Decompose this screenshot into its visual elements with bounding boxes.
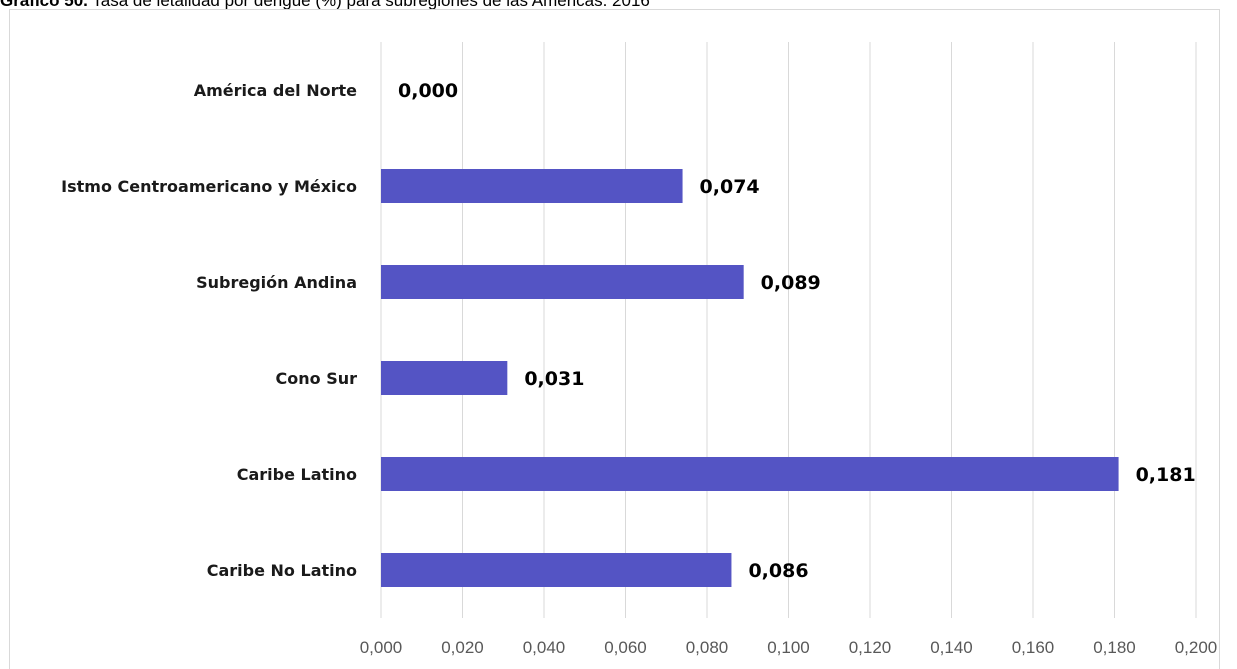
category-label: Istmo Centroamericano y México xyxy=(61,177,357,196)
x-tick-label: 0,180 xyxy=(1093,638,1136,657)
x-tick-label: 0,080 xyxy=(686,638,729,657)
bar xyxy=(381,457,1119,491)
x-tick-label: 0,000 xyxy=(360,638,403,657)
category-label: Caribe No Latino xyxy=(207,561,357,580)
data-label: 0,181 xyxy=(1136,464,1196,486)
x-tick-label: 0,060 xyxy=(604,638,647,657)
category-label: América del Norte xyxy=(194,81,357,100)
bar xyxy=(381,553,732,587)
x-tick-label: 0,040 xyxy=(523,638,566,657)
category-label: Subregión Andina xyxy=(196,273,357,292)
x-tick-label: 0,160 xyxy=(1012,638,1055,657)
bar xyxy=(381,361,508,395)
data-label: 0,074 xyxy=(700,176,760,198)
category-label: Cono Sur xyxy=(276,369,358,388)
bar xyxy=(381,265,744,299)
chart-caption: Gráfico 50. Tasa de letalidad por dengue… xyxy=(0,0,1237,9)
data-label: 0,000 xyxy=(398,80,458,102)
x-tick-label: 0,120 xyxy=(849,638,892,657)
caption-prefix: Gráfico 50. xyxy=(0,0,88,9)
x-tick-label: 0,140 xyxy=(930,638,973,657)
data-label: 0,031 xyxy=(524,368,584,390)
x-tick-label: 0,200 xyxy=(1175,638,1218,657)
data-label: 0,086 xyxy=(748,560,808,582)
data-label: 0,089 xyxy=(761,272,821,294)
caption-text: Tasa de letalidad por dengue (%) para su… xyxy=(88,0,650,9)
x-tick-label: 0,100 xyxy=(767,638,810,657)
category-label: Caribe Latino xyxy=(237,465,357,484)
bar xyxy=(381,169,683,203)
x-tick-label: 0,020 xyxy=(441,638,484,657)
